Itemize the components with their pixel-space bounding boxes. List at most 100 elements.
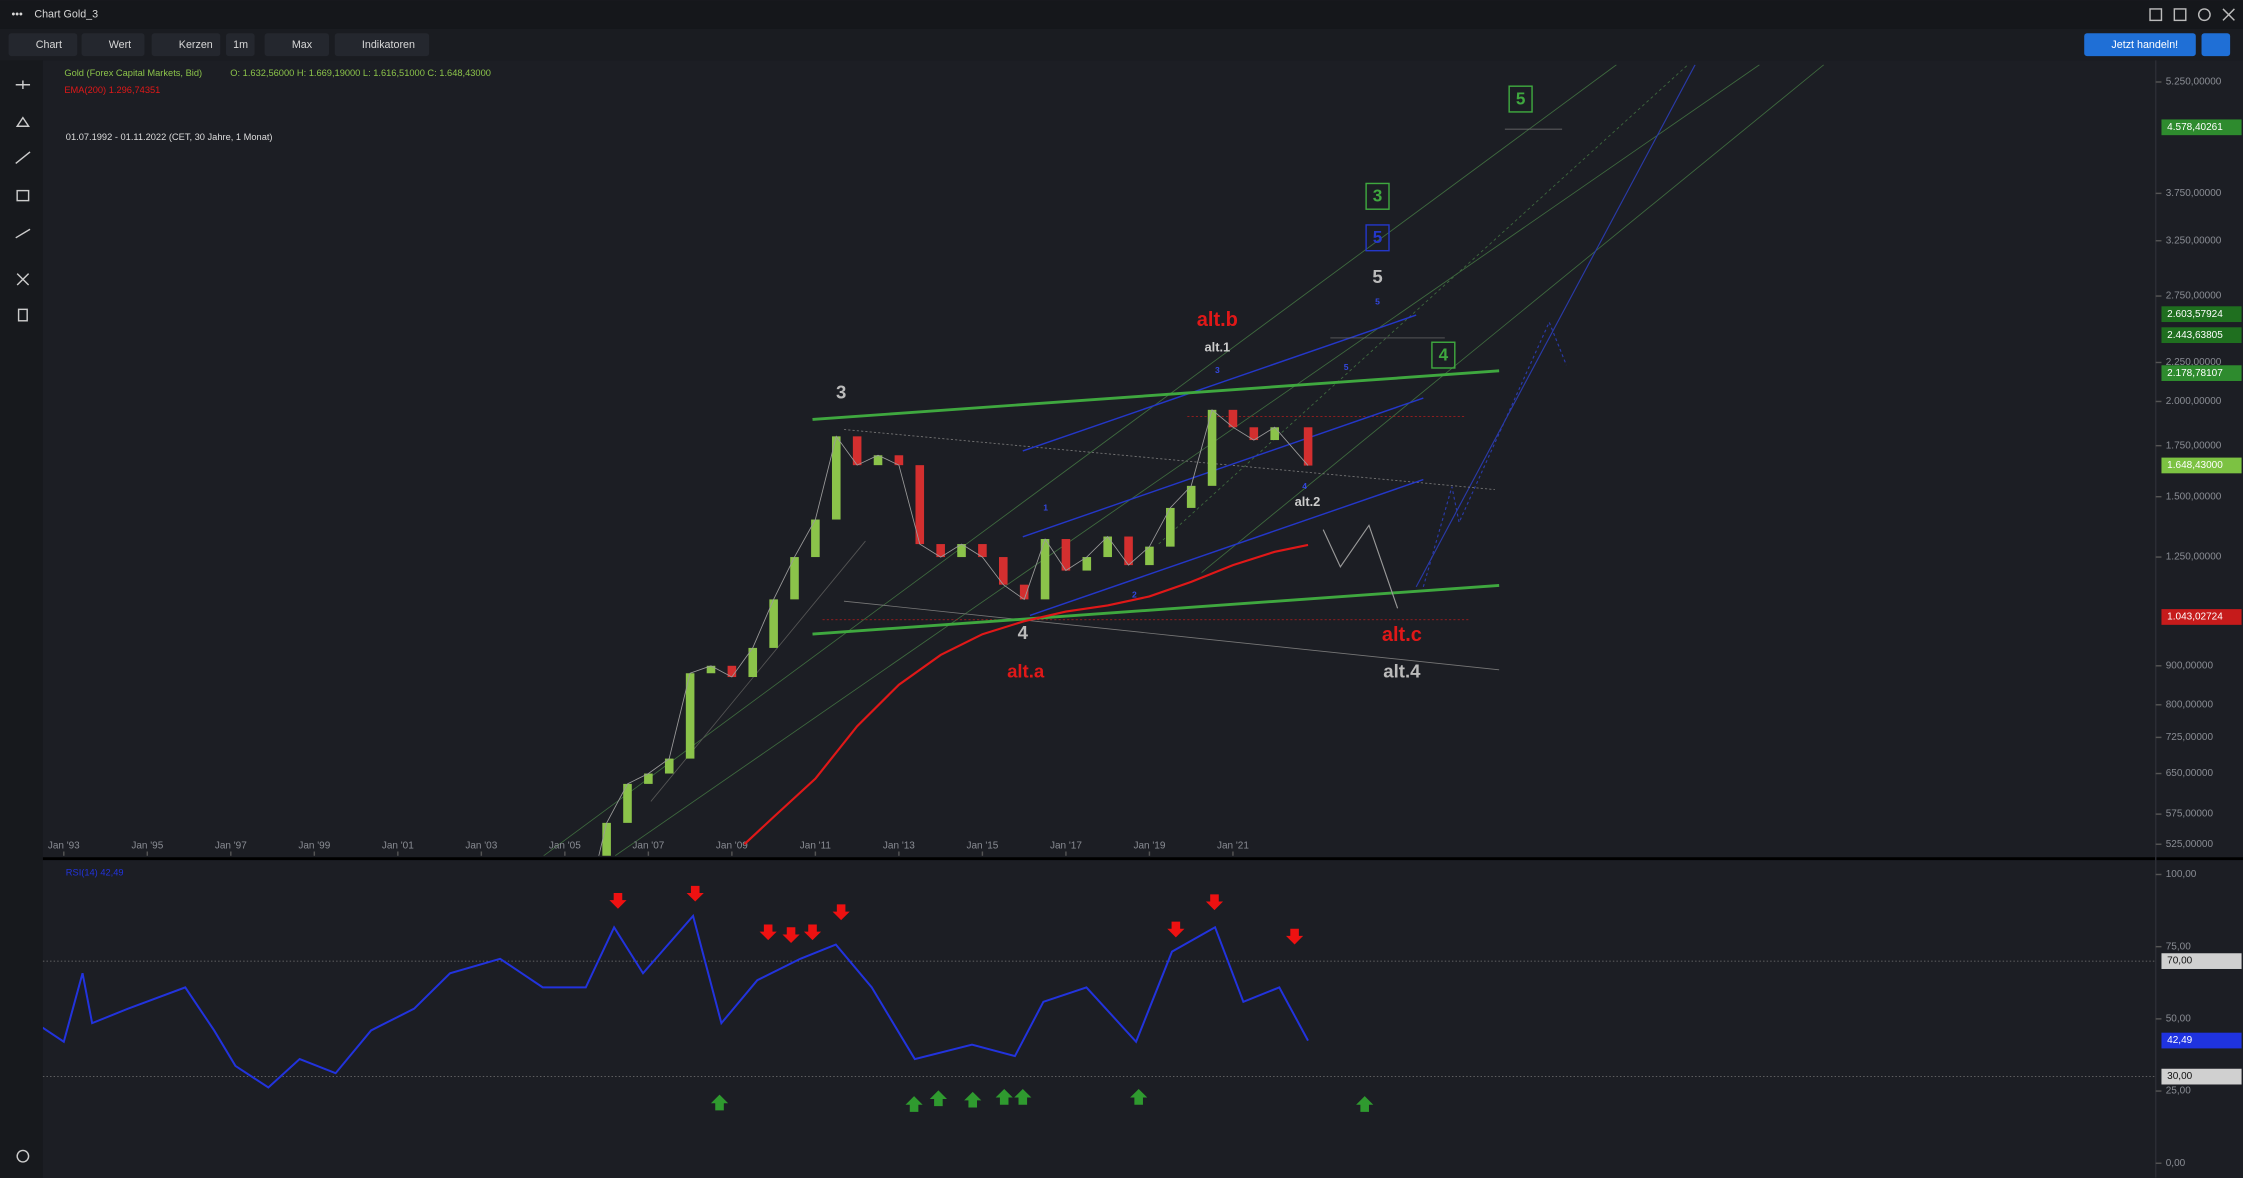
toolbar-label[interactable]: 1m	[233, 39, 248, 51]
rsi-plot	[42, 913, 1309, 1089]
x-tick-label: Jan '01	[382, 840, 414, 851]
wave-label: 2	[1132, 590, 1137, 600]
candle	[915, 465, 925, 545]
buy-arrow	[1014, 1088, 1032, 1105]
candle	[685, 673, 695, 759]
candle	[1186, 485, 1196, 508]
x-tick-label: Jan '09	[716, 840, 748, 851]
toolbar-label[interactable]: Kerzen	[179, 39, 213, 51]
candle	[623, 783, 632, 823]
toolbar-label[interactable]: Wert	[109, 39, 131, 51]
candle	[957, 544, 966, 558]
price-badge-label: 2.603,57924	[2167, 309, 2223, 320]
wave-label: 5	[1375, 296, 1380, 306]
wave-label: 4	[1018, 622, 1029, 643]
menu-dots[interactable]: •••	[11, 8, 23, 20]
y-tick-label: 2.750,00000	[2166, 291, 2222, 302]
y-tick-label: 3.750,00000	[2166, 188, 2222, 199]
ema-line	[743, 543, 1309, 845]
toolbar-label[interactable]: Indikatoren	[362, 39, 415, 51]
candle	[1019, 584, 1029, 600]
y-tick-label: 650,00000	[2166, 768, 2214, 779]
wave-label: alt.1	[1204, 339, 1230, 354]
price-badge	[2161, 609, 2242, 625]
candle	[811, 519, 820, 558]
level-badge	[2161, 1068, 2242, 1085]
candle	[1103, 536, 1112, 558]
y-tick-label: 2.250,00000	[2166, 357, 2222, 368]
rsi-line	[42, 913, 1309, 1089]
x-tick-label: Jan '99	[298, 840, 330, 851]
candle	[1040, 539, 1050, 600]
level-badge-label: 70,00	[2167, 956, 2192, 967]
wave-box-label: 4	[1439, 344, 1449, 364]
wave-label: 1	[1043, 502, 1048, 512]
wave-label: alt.b	[1197, 309, 1238, 331]
price-badge-label: 2.178,78107	[2167, 368, 2223, 379]
price-badge	[2161, 365, 2242, 381]
candle	[1124, 536, 1133, 566]
wave-label: 3	[1215, 365, 1220, 375]
candle	[644, 773, 653, 784]
price-badge	[2161, 119, 2242, 136]
candle	[873, 455, 883, 466]
main-pane	[42, 60, 2156, 858]
y-tick-label: 725,00000	[2166, 732, 2214, 743]
wave-label: 5	[1344, 362, 1349, 372]
sidebar-tools[interactable]	[15, 80, 31, 1163]
buy-arrow	[905, 1096, 923, 1112]
x-tick-label: Jan '93	[48, 840, 80, 851]
candle	[1166, 507, 1175, 547]
wave-label: alt.a	[1007, 661, 1045, 682]
candle	[1228, 409, 1238, 428]
wave-box-label: 5	[1516, 88, 1526, 108]
toolbar-button[interactable]	[81, 33, 145, 57]
toolbar-label[interactable]: Max	[292, 39, 313, 51]
y-tick-label: 525,00000	[2166, 839, 2214, 850]
toolbar-button[interactable]	[226, 33, 255, 57]
y-tick-label: 575,00000	[2166, 809, 2214, 820]
buy-arrow	[995, 1088, 1013, 1105]
y-tick-label: 900,00000	[2166, 660, 2214, 671]
title-bar	[0, 0, 2243, 29]
collapse-button[interactable]	[2201, 33, 2231, 57]
trade-label[interactable]: Jetzt handeln!	[2111, 39, 2178, 51]
trade-button[interactable]	[2084, 33, 2196, 57]
y-tick-label: 800,00000	[2166, 699, 2214, 710]
buy-arrow	[929, 1090, 947, 1107]
candle	[1145, 546, 1154, 566]
price-badge-label: 4.578,40261	[2167, 122, 2223, 133]
y-tick-label: 2.000,00000	[2166, 396, 2222, 407]
x-tick-label: Jan '17	[1050, 840, 1082, 851]
buy-arrow	[964, 1091, 982, 1108]
wave-label: alt.4	[1383, 661, 1421, 682]
candle	[727, 665, 737, 678]
wave-label: 5	[1372, 266, 1382, 287]
x-tick-label: Jan '13	[883, 840, 915, 851]
toolbar-button[interactable]	[8, 33, 78, 57]
x-tick-label: Jan '19	[1133, 840, 1165, 851]
price-badge	[2161, 306, 2242, 323]
window-icons[interactable]	[2149, 8, 2235, 22]
legend-range: 01.07.1992 - 01.11.2022 (CET, 30 Jahre, …	[66, 132, 273, 142]
toolbar-button[interactable]	[334, 33, 430, 57]
price-badge-label: 1.648,43000	[2167, 460, 2223, 471]
sell-arrow	[759, 924, 777, 941]
candle	[602, 822, 611, 856]
y-tick-label: 25,00	[2166, 1086, 2191, 1097]
y-tick-label: 1.750,00000	[2166, 440, 2222, 451]
toolbar-label[interactable]: Chart	[36, 39, 62, 51]
sidebar	[0, 60, 43, 1178]
candle	[790, 557, 799, 600]
toolbar-button[interactable]	[264, 33, 330, 57]
candle	[1207, 409, 1217, 486]
toolbar-button[interactable]	[151, 33, 221, 57]
wave-label: 4	[1302, 481, 1307, 491]
legend-ema: EMA(200) 1.296,74351	[64, 85, 160, 95]
wave-label: alt.c	[1382, 624, 1422, 646]
sell-arrow	[782, 927, 800, 944]
candle	[1270, 427, 1279, 441]
sell-arrow	[832, 904, 850, 921]
candle	[998, 557, 1008, 585]
price-badge	[2161, 327, 2242, 344]
